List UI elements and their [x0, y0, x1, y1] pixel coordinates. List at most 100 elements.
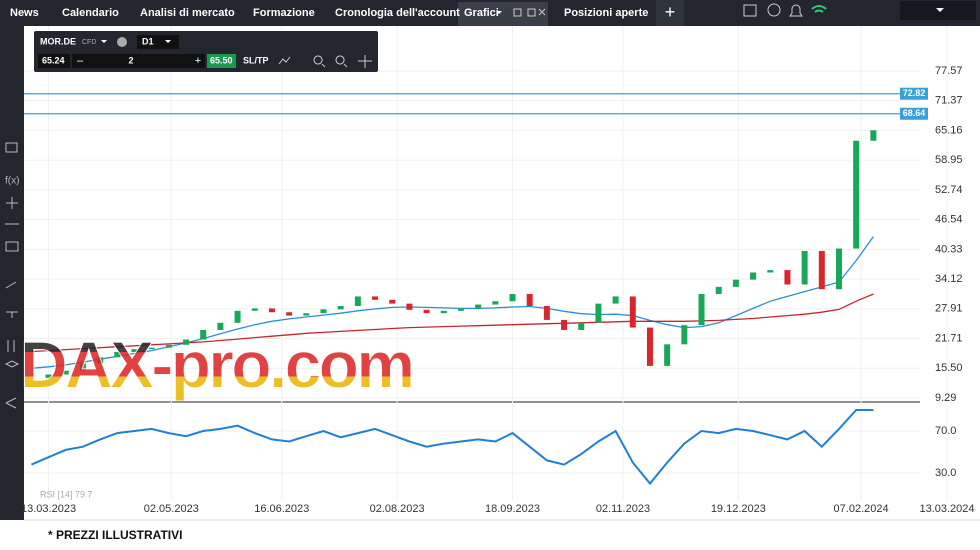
nav-tab[interactable]: Cronologia dell'account — [335, 7, 460, 19]
candle — [595, 303, 602, 323]
candle — [183, 339, 190, 345]
y-tick-label: 65.16 — [935, 124, 963, 136]
buy-box[interactable] — [207, 54, 236, 68]
y-tick-label: 27.91 — [935, 303, 963, 315]
plus[interactable]: + — [195, 55, 201, 67]
icon — [811, 5, 827, 13]
nav-tab[interactable]: Formazione — [253, 7, 315, 19]
y-tick-label: 58.95 — [935, 154, 963, 166]
y-tick-label: 71.37 — [935, 95, 963, 107]
y-tick-label: 46.54 — [935, 214, 963, 226]
plus-icon: + — [665, 2, 676, 22]
candle — [543, 306, 550, 320]
nav-tab[interactable]: Calendario — [62, 7, 119, 19]
level-label: 68.64 — [903, 108, 926, 118]
candle — [440, 310, 447, 314]
candle — [131, 349, 138, 352]
left-toolbar — [0, 26, 24, 520]
x-tick-label: 13.03.2023 — [21, 503, 76, 515]
rsi-tick-label: 30.0 — [935, 467, 956, 479]
candle — [303, 313, 310, 316]
y-tick-label: 9.29 — [935, 392, 956, 404]
instrument-kind: CFD — [82, 39, 96, 46]
candle — [475, 304, 482, 309]
active-tab[interactable] — [458, 2, 548, 26]
candle — [457, 308, 464, 311]
y-tick-label: 34.12 — [935, 273, 963, 285]
candle — [664, 344, 671, 366]
candle — [97, 357, 104, 364]
timeframe: D1 — [142, 36, 154, 46]
level-label-box — [900, 87, 928, 100]
rsi-label: RSI [14] 79.7 — [40, 489, 93, 499]
candle — [62, 370, 69, 375]
candle — [79, 363, 86, 371]
footer-note: * PREZZI ILLUSTRATIVI — [48, 528, 182, 542]
candle — [45, 374, 52, 378]
sell-price: 65.24 — [42, 55, 65, 65]
candle — [286, 312, 293, 316]
minus[interactable]: – — [77, 55, 84, 67]
icon[interactable] — [789, 4, 803, 17]
rsi-tick-label: 70.0 — [935, 425, 956, 437]
tool-icons[interactable] — [278, 55, 372, 68]
candle — [698, 294, 705, 326]
x-tick-label: 07.02.2024 — [834, 503, 889, 515]
candle — [526, 294, 533, 307]
x-tick-label: 19.12.2023 — [711, 503, 766, 515]
buy-price: 65.50 — [210, 55, 233, 65]
candle — [217, 322, 224, 330]
candle — [784, 270, 791, 285]
candle — [818, 250, 825, 290]
candle — [732, 279, 739, 287]
candle — [389, 299, 396, 304]
candle — [612, 296, 619, 304]
sell-box[interactable] — [38, 54, 70, 68]
icon[interactable] — [767, 3, 781, 17]
nav-tab[interactable]: News — [10, 7, 39, 19]
nav-tab[interactable]: Analisi di mercato — [140, 7, 235, 19]
info-icon[interactable] — [117, 37, 127, 47]
x-tick-label: 16.06.2023 — [254, 503, 309, 515]
candle — [148, 347, 155, 350]
candle — [251, 308, 258, 311]
account-select[interactable] — [900, 1, 976, 20]
tool-icons[interactable] — [4, 142, 20, 409]
y-tick-label: 21.71 — [935, 332, 963, 344]
candle — [423, 309, 430, 314]
x-tick-label: 18.09.2023 — [485, 503, 540, 515]
x-tick-label: 02.08.2023 — [370, 503, 425, 515]
x-tick-label: 13.03.2024 — [919, 503, 974, 515]
dropdown-arrow — [936, 8, 944, 12]
nav-tab[interactable]: Posizioni aperte — [564, 7, 648, 19]
x-tick-label: 02.11.2023 — [596, 503, 650, 515]
symbol[interactable]: MOR.DE — [40, 36, 76, 46]
candle — [320, 309, 327, 314]
tab-arrow — [496, 11, 502, 14]
icon[interactable] — [743, 4, 757, 17]
candle — [372, 296, 379, 300]
add-tab[interactable] — [656, 0, 684, 26]
volume: 2 — [128, 55, 133, 65]
fx-icon[interactable]: f(x) — [5, 176, 19, 187]
sltp[interactable]: SL/TP — [243, 55, 269, 65]
candle — [835, 248, 842, 290]
candle — [509, 294, 516, 302]
nav-tab[interactable]: Grafici — [464, 7, 499, 19]
candle — [114, 351, 121, 358]
candle — [578, 322, 585, 330]
candle — [629, 296, 636, 328]
candle — [492, 301, 499, 305]
candle — [870, 130, 877, 141]
timeframe-select[interactable] — [137, 35, 179, 49]
volume-input[interactable] — [72, 54, 205, 68]
candle — [767, 270, 774, 273]
candle — [646, 327, 653, 366]
candle — [354, 296, 361, 307]
x-tick-label: 02.05.2023 — [144, 503, 199, 515]
candle — [337, 306, 344, 310]
candle — [750, 272, 757, 280]
candle — [801, 250, 808, 285]
candle — [681, 325, 688, 345]
